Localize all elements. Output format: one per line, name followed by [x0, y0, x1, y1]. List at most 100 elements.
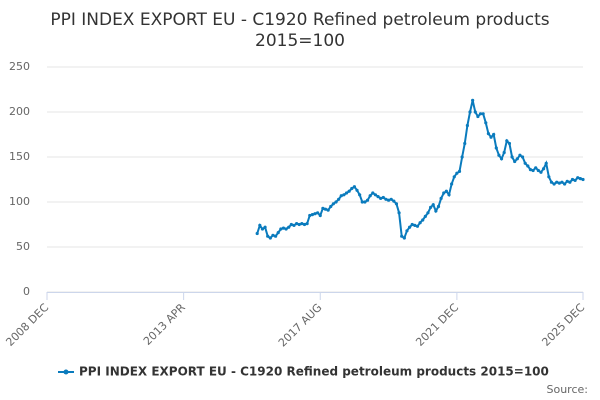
- point: [266, 234, 270, 238]
- line: [256, 100, 584, 240]
- point: [468, 110, 472, 114]
- point: [413, 223, 417, 227]
- point: [371, 191, 375, 195]
- point: [570, 177, 575, 182]
- point: [289, 222, 293, 227]
- point: [534, 166, 538, 170]
- point: [471, 98, 475, 102]
- point: [316, 211, 320, 215]
- point: [526, 164, 530, 168]
- x-tick-label: 2025 DEC: [539, 301, 587, 349]
- point: [279, 227, 283, 231]
- point: [463, 141, 467, 146]
- point: [465, 123, 469, 128]
- point: [273, 234, 278, 238]
- point: [397, 211, 401, 215]
- point: [368, 194, 372, 198]
- point: [313, 212, 317, 216]
- point: [576, 176, 580, 180]
- point: [310, 213, 314, 217]
- point: [300, 222, 304, 226]
- point: [302, 222, 307, 227]
- point: [415, 224, 420, 228]
- point: [478, 112, 483, 116]
- point: [400, 234, 404, 238]
- x-tick-label: 2021 DEC: [413, 301, 461, 349]
- point: [258, 223, 262, 227]
- point: [510, 155, 514, 159]
- point: [505, 139, 509, 143]
- point: [484, 121, 488, 125]
- point: [376, 195, 380, 199]
- point: [384, 197, 388, 201]
- x-tick-label: 2017 AUG: [276, 301, 325, 350]
- point: [499, 157, 504, 161]
- point: [329, 204, 333, 209]
- point: [568, 180, 572, 184]
- y-tick-label: 250: [9, 60, 30, 73]
- point: [573, 178, 577, 182]
- point: [334, 200, 338, 204]
- point: [581, 177, 585, 182]
- point: [439, 196, 443, 200]
- point: [434, 209, 438, 213]
- point: [539, 170, 543, 174]
- y-tick-label: 150: [9, 150, 30, 163]
- point: [268, 236, 272, 240]
- point: [276, 231, 280, 235]
- point: [337, 197, 341, 201]
- point: [507, 141, 512, 146]
- point: [447, 193, 451, 197]
- point: [494, 146, 498, 150]
- point: [292, 223, 296, 227]
- point: [547, 175, 551, 179]
- point: [560, 180, 564, 184]
- point: [318, 213, 322, 218]
- point: [531, 168, 535, 173]
- point: [473, 110, 477, 114]
- point: [263, 225, 267, 229]
- point: [326, 208, 330, 212]
- source: Source:: [547, 383, 589, 396]
- point: [287, 225, 291, 229]
- point: [476, 114, 480, 119]
- chart-subtitle: 2015=100: [255, 31, 345, 51]
- y-tick-label: 0: [23, 285, 30, 298]
- point: [373, 193, 378, 197]
- point: [557, 181, 561, 185]
- point: [321, 206, 325, 210]
- point: [386, 198, 391, 202]
- point: [436, 204, 441, 209]
- point: [352, 185, 357, 189]
- point: [549, 180, 554, 184]
- point: [350, 186, 354, 191]
- point: [528, 168, 533, 172]
- legend-label: PPI INDEX EXPORT EU - C1920 Refined petr…: [79, 365, 549, 379]
- point: [455, 171, 459, 175]
- point: [541, 167, 546, 171]
- legend-marker: [63, 369, 69, 375]
- point: [394, 202, 399, 206]
- point: [344, 191, 349, 195]
- point: [563, 182, 567, 186]
- point: [295, 222, 299, 226]
- point: [444, 189, 448, 193]
- point: [271, 233, 275, 237]
- point: [497, 153, 501, 157]
- point: [363, 200, 367, 204]
- point: [347, 189, 351, 193]
- point: [555, 180, 559, 184]
- point: [339, 194, 343, 198]
- point: [360, 200, 364, 204]
- point: [578, 177, 582, 181]
- point: [392, 199, 396, 203]
- point: [423, 214, 427, 218]
- point: [460, 155, 464, 159]
- point: [355, 188, 359, 192]
- point: [565, 179, 569, 183]
- x-tick-label: 2013 APR: [141, 301, 188, 348]
- point: [518, 153, 522, 157]
- point: [421, 218, 425, 222]
- y-tick-label: 50: [16, 240, 30, 253]
